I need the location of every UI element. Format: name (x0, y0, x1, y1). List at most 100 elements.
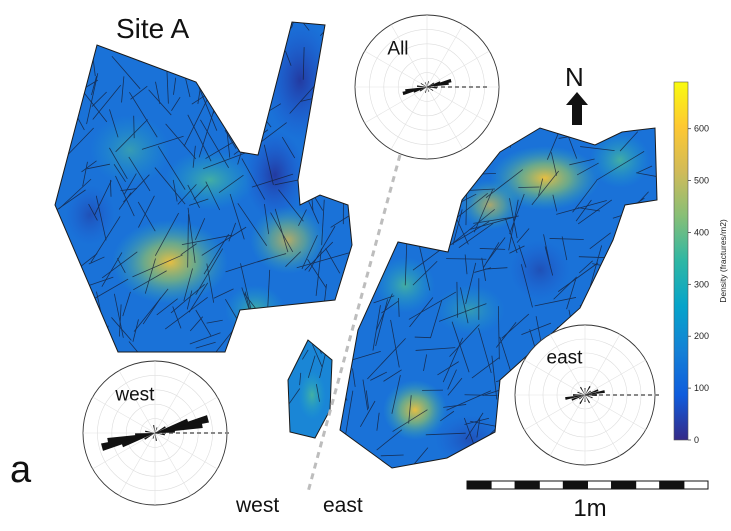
fracture-trace (507, 390, 513, 432)
fracture-trace (323, 329, 330, 341)
fracture-trace (656, 300, 666, 326)
fracture-trace (573, 322, 610, 324)
fracture-trace (352, 155, 390, 163)
fracture-trace (324, 167, 343, 192)
fracture-trace (332, 140, 361, 155)
fracture-trace (550, 109, 552, 129)
fracture-trace (587, 113, 605, 139)
scale-bar-segment (588, 481, 612, 489)
fracture-trace (586, 293, 592, 314)
fracture-trace (63, 41, 75, 68)
colorbar-tick-label: 0 (694, 435, 699, 445)
fracture-trace (629, 305, 635, 346)
fracture-trace (225, 29, 239, 53)
fracture-trace (235, 5, 250, 23)
fracture-trace (279, 356, 286, 382)
rose-label: west (114, 385, 155, 406)
fracture-trace (339, 0, 340, 21)
fracture-trace (240, 29, 243, 49)
fracture-trace (518, 187, 539, 188)
fracture-trace (306, 304, 312, 340)
north-label: N (565, 62, 584, 92)
fracture-trace (384, 148, 385, 188)
fracture-trace (184, 39, 222, 45)
scale-bar-segment (563, 481, 587, 489)
fracture-trace (355, 130, 364, 177)
fracture-trace (93, 18, 102, 32)
fracture-trace (315, 111, 320, 158)
fracture-trace (63, 112, 69, 139)
panel-label: a (10, 449, 32, 491)
fracture-trace (249, 99, 271, 127)
fracture-trace (297, 326, 314, 342)
fracture-trace (649, 343, 667, 357)
fracture-trace (223, 69, 248, 81)
fracture-trace (401, 173, 445, 175)
fracture-trace (63, 281, 83, 283)
scale-bar-segment (515, 481, 539, 489)
fracture-trace (340, 65, 347, 80)
fracture-trace (355, 180, 398, 187)
fracture-trace (321, 156, 322, 175)
fracture-trace (243, 58, 279, 69)
fracture-trace (66, 83, 68, 138)
fracture-trace (51, 327, 66, 348)
fracture-trace (621, 282, 664, 291)
fracture-trace (652, 126, 670, 128)
fracture-trace (340, 297, 345, 319)
fracture-trace (52, 40, 72, 74)
fracture-trace (316, 110, 321, 135)
fracture-trace (402, 188, 412, 226)
fracture-trace (67, 71, 80, 106)
fracture-trace (634, 114, 668, 129)
fracture-trace (496, 428, 504, 450)
fracture-trace (328, 0, 349, 22)
fracture-trace (240, 83, 246, 105)
fracture-trace (224, 49, 239, 68)
colorbar-tick-label: 600 (694, 124, 709, 134)
colorbar-tick-label: 500 (694, 176, 709, 186)
rose-diagram-all: All (355, 15, 499, 159)
fracture-trace (398, 178, 412, 193)
fracture-trace (649, 424, 673, 458)
fracture-trace (284, 343, 287, 353)
fracture-trace (255, 42, 272, 73)
fracture-trace (311, 172, 339, 189)
fracture-trace (373, 162, 393, 183)
scale-bar-segment (660, 481, 684, 489)
fracture-trace (243, 144, 261, 153)
fracture-trace (626, 268, 631, 302)
fracture-trace (221, 96, 261, 119)
rose-label: All (387, 39, 408, 60)
scale-bar-segment (539, 481, 563, 489)
fracture-trace (238, 90, 242, 144)
divider-west-label: west (235, 494, 279, 517)
scale-bar-segment (612, 481, 636, 489)
fracture-trace (410, 208, 437, 213)
colorbar-tick-label: 300 (694, 279, 709, 289)
scale-label: 1m (573, 495, 606, 522)
fracture-trace (56, 109, 67, 124)
fracture-trace (219, 0, 220, 28)
fracture-trace (331, 389, 333, 400)
fracture-trace (50, 168, 54, 184)
fracture-trace (191, 46, 200, 73)
fracture-trace (41, 76, 54, 102)
fracture-trace (432, 221, 447, 249)
scale-bar-segment (491, 481, 515, 489)
fracture-trace (658, 130, 675, 148)
fracture-trace (243, 0, 254, 21)
fracture-trace (58, 110, 73, 135)
fracture-trace (610, 242, 623, 276)
fracture-trace (580, 304, 596, 305)
fracture-trace (54, 122, 66, 134)
fracture-trace (253, 30, 274, 74)
fracture-trace (232, 36, 263, 68)
fracture-trace (134, 116, 135, 138)
fracture-trace (658, 409, 667, 429)
scale-bar-segment (684, 481, 708, 489)
colorbar-tick-label: 100 (694, 383, 709, 393)
fracture-trace (57, 42, 89, 72)
divider-east-label: east (323, 494, 363, 517)
